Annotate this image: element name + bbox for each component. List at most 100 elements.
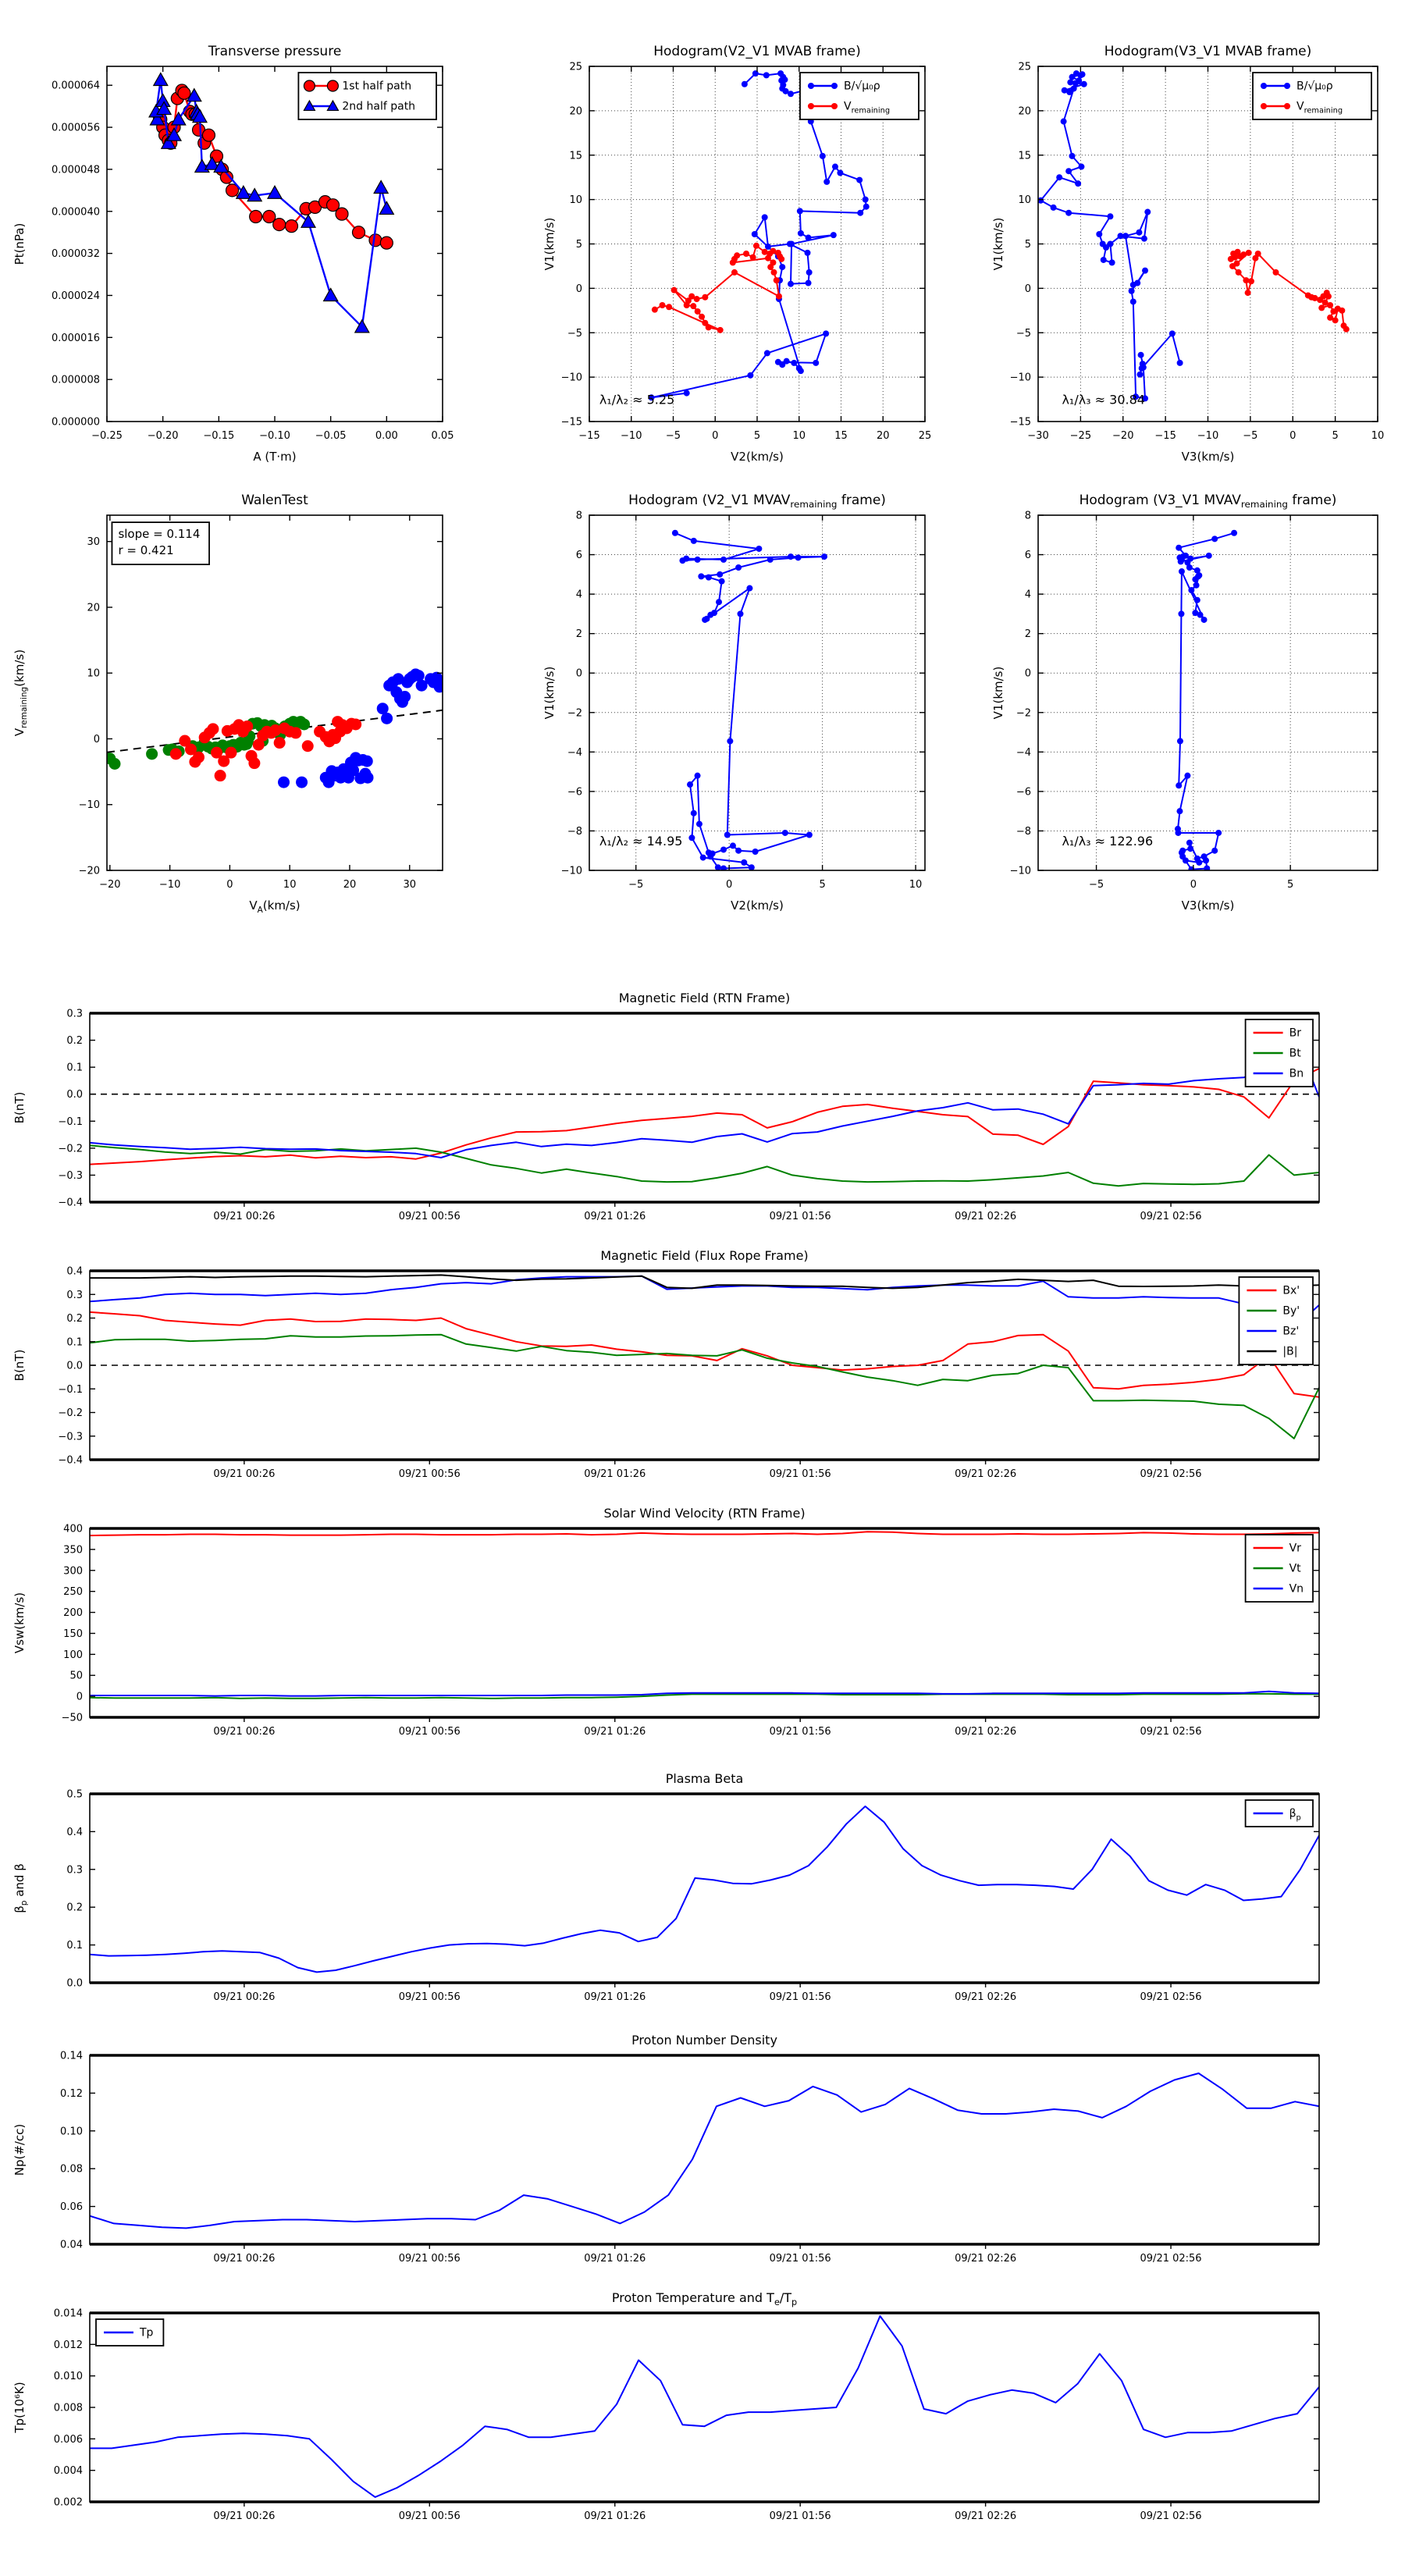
y-tick-label: 25 [569, 62, 582, 73]
y-tick-label: −2 [567, 707, 582, 719]
y-tick-label: −0.1 [58, 1116, 83, 1128]
y-tick-label: 0.010 [54, 2371, 83, 2382]
x-tick-label: −20 [1112, 430, 1133, 442]
y-tick-label: −4 [1016, 747, 1031, 759]
y-tick-label: 10 [569, 194, 582, 206]
b-fluxrope-plot: 09/21 00:26 09/21 00:56 09/21 01:26 09/21 0… [12, 1248, 1320, 1480]
y-tick-label: 0.000016 [52, 333, 100, 344]
plot-title: Magnetic Field (RTN Frame) [619, 991, 790, 1005]
b-rtn-plot: 09/21 00:26 09/21 00:56 09/21 01:26 09/21 0… [12, 991, 1320, 1222]
annotation-text: r = 0.421 [118, 543, 173, 557]
x-tick-label: 09/21 00:56 [399, 1468, 461, 1480]
x-tick-label: 09/21 00:56 [399, 1991, 461, 2003]
y-tick-label: −10 [79, 799, 100, 811]
y-tick-label: −10 [1010, 866, 1031, 877]
series-group [648, 70, 870, 401]
y-tick-label: −0.1 [58, 1384, 83, 1396]
series-group [90, 2073, 1319, 2229]
y-tick-label: −10 [561, 866, 582, 877]
x-tick-label: 0.05 [432, 430, 454, 442]
y-tick-label: 0.3 [66, 1864, 83, 1876]
y-axis-label: B(nT) [12, 1350, 27, 1382]
vsw-plot: 09/21 00:26 09/21 00:56 09/21 01:26 09/21 0… [12, 1506, 1320, 1738]
x-tick-label: −20 [99, 879, 120, 891]
y-tick-label: 0.000056 [52, 123, 100, 134]
series-group [1038, 70, 1350, 402]
x-tick-label: 09/21 02:26 [955, 1726, 1016, 1738]
panel-walen-test: −20 −10 0 10 20 30 −20 −10 0 10 20 30 WalenTest VA(km… [0, 468, 468, 929]
annotation-text: λ₁/λ₃ ≈ 122.96 [1062, 834, 1153, 849]
y-tick-label: 0.006 [54, 2434, 83, 2446]
y-tick-label: 350 [63, 1544, 83, 1556]
x-tick-label: 09/21 01:56 [770, 2510, 831, 2522]
x-tick-label: 09/21 00:56 [399, 2253, 461, 2265]
x-tick-label: 09/21 00:26 [213, 1726, 275, 1738]
y-tick-label: 6 [576, 550, 582, 561]
hodogram-v3v1-mvab-plot: −30 −25 −20 −15 −10 −5 0 5 10 −15 −10 −5 0 5 10 15 20 25 H… [991, 44, 1385, 464]
y-axis-label: Vremaining(km/s) [12, 649, 29, 736]
x-tick-label: 0.00 [375, 430, 398, 442]
series-group [90, 1806, 1319, 1973]
x-tick-label: 09/21 00:26 [213, 1211, 275, 1222]
legend-label: Bt [1289, 1048, 1302, 1060]
y-tick-label: 0.000048 [52, 164, 100, 176]
x-tick-label: −10 [1197, 430, 1218, 442]
y-tick-label: −20 [79, 866, 100, 877]
y-tick-label: −5 [1016, 328, 1031, 340]
x-tick-label: 09/21 02:26 [955, 1991, 1016, 2003]
plot-title: Hodogram (V3_V1 MVAVremaining frame) [1080, 493, 1337, 510]
legend-label: Vremaining [1297, 101, 1343, 116]
legend-label: |B| [1282, 1346, 1297, 1358]
x-tick-label: 09/21 01:56 [770, 1991, 831, 2003]
y-tick-label: −10 [1010, 372, 1031, 384]
x-axis-label: V2(km/s) [731, 898, 784, 913]
y-tick-label: −0.2 [58, 1407, 83, 1419]
series-by- [90, 1333, 1319, 1439]
x-tick-label: 0 [712, 430, 718, 442]
y-tick-label: 0.10 [60, 2126, 83, 2137]
legend-label: B/√μ₀ρ [844, 80, 880, 93]
panel-hodogram-v3v1-mvav: −5 0 5 −10 −8 −6 −4 −2 0 2 4 6 8 Hodogram (V3_V1 MVAV… [937, 468, 1405, 929]
y-tick-label: 0 [76, 1692, 83, 1703]
x-tick-label: 09/21 01:56 [770, 2253, 831, 2265]
legend-label: Bn [1289, 1068, 1304, 1080]
x-tick-label: 15 [834, 430, 848, 442]
legend-label: Vn [1289, 1583, 1304, 1596]
y-tick-label: 200 [63, 1607, 83, 1619]
transverse-pressure-plot: −0.25 −0.20 −0.15 −0.10 −0.05 0.00 0.05 0.00000… [12, 44, 454, 464]
series-group [90, 1531, 1319, 1699]
plot-title: Hodogram (V2_V1 MVAVremaining frame) [628, 493, 886, 510]
x-tick-label: 09/21 00:26 [213, 1991, 275, 2003]
y-tick-label: 6 [1025, 550, 1031, 561]
x-tick-label: −5 [628, 879, 643, 891]
y-tick-label: 0.012 [54, 2339, 83, 2351]
panel-hodogram-v2v1-mvab: −15 −10 −5 0 5 10 15 20 25 −15 −10 −5 0 5 10 15 20 25 Hodo… [468, 8, 937, 468]
panel-magnetic-field-rtn: 09/21 00:26 09/21 00:56 09/21 01:26 09/21 0… [0, 968, 1405, 1229]
y-tick-label: −8 [1016, 826, 1031, 838]
legend-label: By' [1282, 1305, 1300, 1318]
plot-title: WalenTest [241, 493, 308, 508]
x-tick-label: 20 [877, 430, 890, 442]
y-tick-label: 0.008 [54, 2403, 83, 2414]
y-tick-label: 0.004 [54, 2465, 83, 2477]
legend-label: Tp [139, 2327, 154, 2339]
x-tick-label: 09/21 02:26 [955, 1211, 1016, 1222]
legend-label: βp [1289, 1808, 1301, 1823]
x-tick-label: 0 [726, 879, 732, 891]
legend-label: 1st half path [342, 80, 411, 93]
plot-title: Plasma Beta [666, 1771, 744, 1786]
x-tick-label: 10 [1371, 430, 1385, 442]
series-group [1174, 529, 1238, 870]
y-axis-label: V1(km/s) [991, 218, 1005, 271]
y-tick-label: 20 [569, 105, 582, 117]
y-tick-label: 0.2 [66, 1035, 83, 1047]
x-tick-label: 09/21 00:26 [213, 2253, 275, 2265]
legend-label: Bx' [1282, 1285, 1300, 1297]
annotation-text: slope = 0.114 [118, 527, 200, 541]
series-np [90, 2073, 1319, 2229]
x-tick-label: 09/21 01:26 [584, 1211, 646, 1222]
y-tick-label: 400 [63, 1524, 83, 1535]
y-tick-label: 0.0 [66, 1361, 83, 1372]
y-tick-label: −6 [1016, 786, 1031, 798]
annotation-text: λ₁/λ₂ ≈ 5.25 [599, 392, 674, 407]
